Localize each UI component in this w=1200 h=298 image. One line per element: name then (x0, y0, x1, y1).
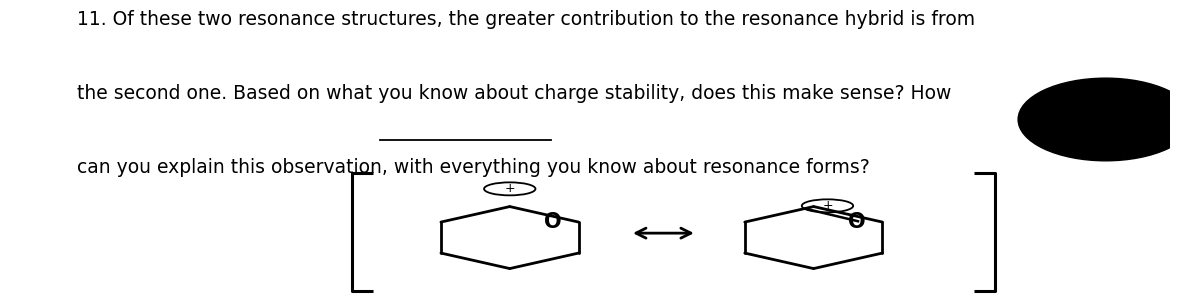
Ellipse shape (1018, 78, 1194, 161)
Text: O: O (544, 212, 562, 232)
Text: +: + (822, 199, 833, 212)
Text: 11. Of these two resonance structures, the greater contribution to the resonance: 11. Of these two resonance structures, t… (77, 10, 976, 29)
Text: +: + (504, 182, 515, 195)
Text: can you explain this observation, with everything you know about resonance forms: can you explain this observation, with e… (77, 158, 870, 177)
Text: O: O (848, 212, 865, 232)
Text: the second one. Based on what you know about charge stability, does this make se: the second one. Based on what you know a… (77, 84, 952, 103)
